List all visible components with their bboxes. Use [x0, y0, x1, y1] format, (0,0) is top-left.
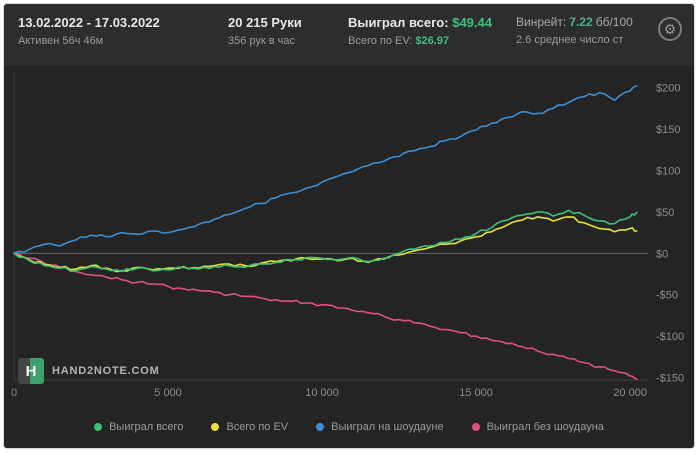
y-axis-tick-label: $50 [656, 207, 674, 219]
winrate-value: 7.22 [569, 15, 593, 29]
y-axis-tick-label: -$50 [656, 290, 678, 302]
x-axis-tick-label: 20 000 [613, 387, 647, 399]
hand2note-logo-text: HAND2NOTE.COM [52, 365, 160, 377]
legend-dot-icon [471, 423, 480, 431]
winnings-stats: Выиграл всего: $49.44 Всего по EV: $26.9… [348, 15, 516, 47]
x-axis-tick-label: 15 000 [459, 387, 493, 399]
y-axis-tick-label: -$100 [656, 331, 684, 343]
y-axis-tick-label: $200 [656, 83, 680, 95]
legend-item[interactable]: Выиграл без шоудауна [471, 421, 604, 433]
avg-stacks-text: 2.6 среднее число ст [516, 34, 624, 46]
won-total-label: Выиграл всего: [348, 15, 449, 30]
hands-count: 20 215 Руки [228, 15, 302, 30]
y-axis-tick-label: $100 [656, 166, 680, 178]
legend-item[interactable]: Всего по EV [211, 421, 288, 433]
chart-area: $200 $150 $100 $50 $0 -$50 -$100 -$150 0 5 000 10 … [4, 66, 694, 404]
series-line [13, 85, 638, 255]
date-range: 13.02.2022 - 17.03.2022 [18, 15, 160, 30]
gear-icon: ⚙ [663, 20, 677, 37]
winnings-chart[interactable]: $200 $150 $100 $50 $0 -$50 -$100 -$150 0 5 000 10 … [4, 66, 695, 404]
legend-label: Всего по EV [226, 421, 289, 433]
legend-item[interactable]: Выиграл на шоудауне [316, 421, 444, 433]
legend-dot-icon [94, 423, 103, 431]
logo-letter: H [25, 362, 37, 380]
active-time: Активен 56ч 46м [18, 35, 104, 47]
series-line [13, 252, 638, 380]
period-stats: 13.02.2022 - 17.03.2022 Активен 56ч 46м [18, 15, 228, 47]
app-window: 13.02.2022 - 17.03.2022 Активен 56ч 46м … [3, 3, 695, 449]
winrate-stats: Винрейт: 7.22 бб/100 2.6 среднее число с… [516, 15, 650, 46]
legend-dot-icon [211, 423, 220, 431]
series-line [13, 216, 638, 273]
hands-stats: 20 215 Руки 356 рук в час [228, 15, 348, 47]
chart-legend: Выиграл всего Всего по EV Выиграл на шоуда… [4, 404, 694, 448]
stats-header: 13.02.2022 - 17.03.2022 Активен 56ч 46м … [4, 4, 694, 66]
y-axis-tick-label: -$150 [656, 373, 684, 385]
y-axis-tick-label: $0 [656, 248, 668, 260]
hands-per-hour: 356 рук в час [228, 35, 296, 47]
settings-button[interactable]: ⚙ [658, 17, 682, 41]
legend-dot-icon [316, 423, 325, 431]
legend-label: Выиграл всего [109, 421, 184, 433]
legend-item[interactable]: Выиграл всего [94, 421, 183, 433]
x-axis-tick-label: 5 000 [154, 387, 182, 399]
winrate-label: Винрейт: [516, 15, 567, 29]
x-axis-tick-label: 0 [11, 387, 17, 399]
hand2note-logo-icon: H [18, 358, 44, 384]
legend-label: Выиграл без шоудауна [486, 421, 604, 433]
winrate-unit: бб/100 [595, 15, 633, 29]
hand2note-logo[interactable]: H HAND2NOTE.COM [18, 358, 160, 384]
won-ev-value: $26.97 [415, 35, 450, 47]
series-line [13, 209, 638, 273]
won-ev-label: Всего по EV: [348, 35, 413, 47]
won-total-value: $49.44 [452, 15, 492, 30]
y-axis-tick-label: $150 [656, 124, 680, 136]
x-axis-tick-label: 10 000 [305, 387, 339, 399]
legend-label: Выиграл на шоудауне [331, 421, 444, 433]
